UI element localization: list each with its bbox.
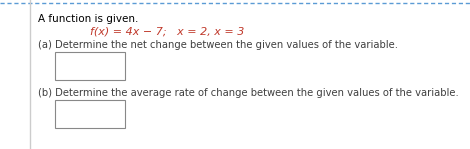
Text: (a) Determine the net change between the given values of the variable.: (a) Determine the net change between the… (38, 40, 398, 50)
Text: f(x) = 4x − 7;   x = 2, x = 3: f(x) = 4x − 7; x = 2, x = 3 (90, 26, 244, 36)
Text: A function is given.: A function is given. (38, 14, 138, 24)
Text: (b) Determine the average rate of change between the given values of the variabl: (b) Determine the average rate of change… (38, 88, 459, 98)
FancyBboxPatch shape (55, 100, 125, 128)
FancyBboxPatch shape (55, 52, 125, 80)
